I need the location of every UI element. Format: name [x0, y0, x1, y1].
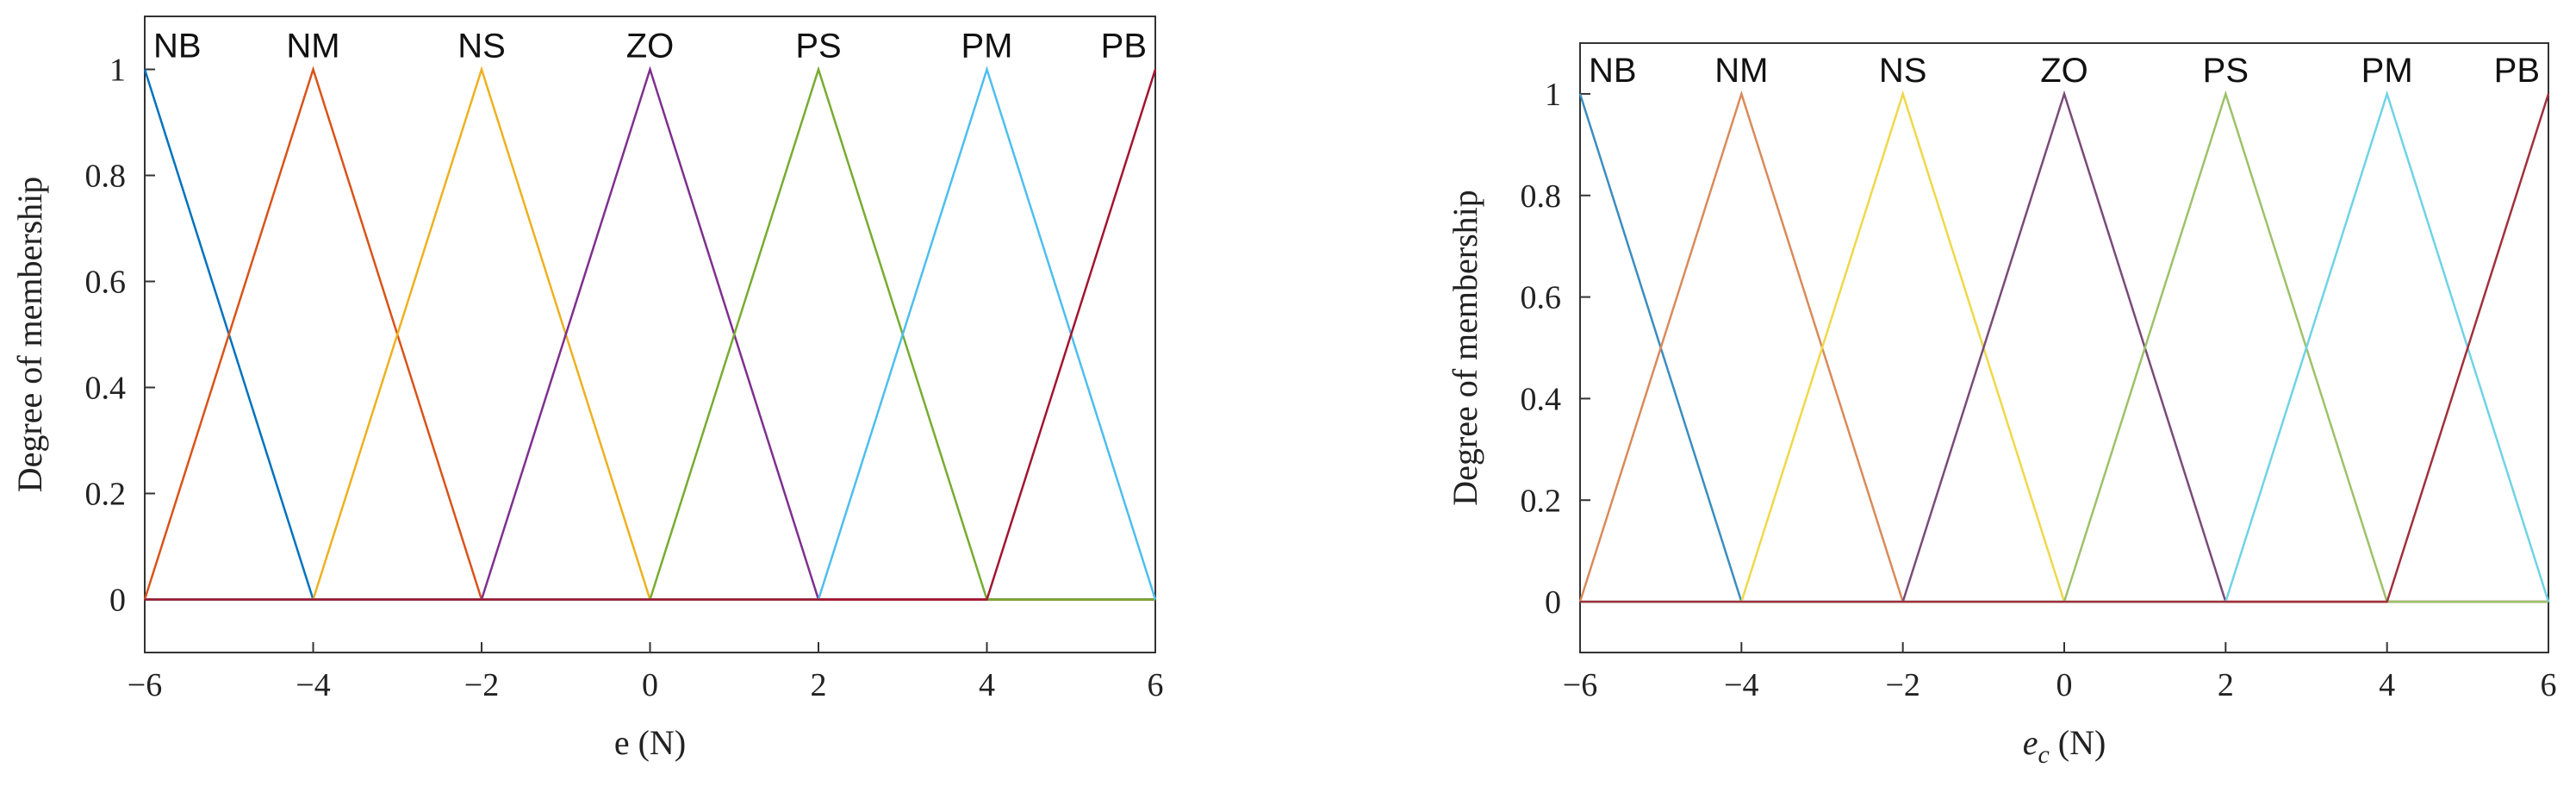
- series-label: ZO: [626, 28, 675, 66]
- y-tick-label: 0: [1545, 584, 1561, 621]
- chart: −6 −4 −2 0 2 4 6 0 0.2 0.4 0.6 0.8 1 NB NM NS ZO PS PM PB De…: [1446, 42, 2557, 769]
- membership-line: [145, 69, 1157, 601]
- series-label: PB: [1101, 28, 1147, 66]
- x-tick-label: −2: [1885, 667, 1920, 703]
- series-label: PM: [2361, 52, 2413, 90]
- y-axis-label: Degree of membership: [1446, 190, 1484, 506]
- membership-line: [1578, 90, 2548, 603]
- y-tick-label: 0.2: [85, 477, 127, 513]
- series-label: NS: [1879, 52, 1927, 90]
- x-axis-label-unit: (N): [2058, 723, 2106, 762]
- membership-line: [145, 66, 1155, 601]
- membership-line: [143, 66, 1155, 601]
- y-tick-label: 0.6: [1521, 280, 1562, 316]
- x-axis-label: ec (N): [2023, 723, 2106, 769]
- y-tick-label: 1: [109, 53, 126, 89]
- membership-line: [1580, 93, 2550, 603]
- membership-line: [1578, 93, 2548, 603]
- x-tick-label: −6: [128, 667, 162, 703]
- x-axis-label-sub: c: [2038, 740, 2049, 769]
- y-tick-label: 0.4: [1521, 381, 1562, 417]
- membership-line: [145, 66, 1157, 601]
- y-axis-label: Degree of membership: [10, 177, 49, 493]
- series-label: NM: [1714, 52, 1768, 90]
- x-tick-label: 2: [811, 667, 827, 703]
- y-tick-label: 0.8: [85, 159, 127, 195]
- chart: −6 −4 −2 0 2 4 6 0 0.2 0.4 0.6 0.8 1 NB NM NS ZO PS PM PB De…: [10, 16, 1164, 762]
- series-label: ZO: [2040, 52, 2088, 90]
- membership-line: [1580, 90, 2548, 603]
- x-axis-label: e (N): [614, 723, 686, 762]
- x-axis-label-main: e (N): [614, 723, 686, 762]
- series-label: NB: [1589, 52, 1637, 90]
- y-tick-label: 0.6: [85, 265, 127, 301]
- plot-frame: [1579, 42, 2549, 653]
- membership-line: [145, 66, 1155, 601]
- x-tick-label: 2: [2218, 667, 2234, 703]
- y-tick-label: 0: [109, 583, 126, 619]
- plot-frame: [144, 16, 1156, 653]
- x-tick-label: 6: [1148, 667, 1164, 703]
- x-tick-label: 0: [642, 667, 658, 703]
- series-label: NS: [457, 28, 506, 66]
- x-tick-label: 0: [2056, 667, 2073, 703]
- y-tick-label: 0.2: [1521, 483, 1562, 519]
- series-label: NM: [286, 28, 339, 66]
- series-label: PS: [795, 28, 841, 66]
- x-tick-label: −6: [1563, 667, 1597, 703]
- membership-line: [143, 69, 1155, 601]
- y-tick-label: 1: [1545, 77, 1561, 113]
- membership-line: [1580, 90, 2550, 603]
- series-label: PM: [961, 28, 1013, 66]
- x-tick-label: −2: [464, 667, 499, 703]
- x-tick-label: 6: [2541, 667, 2557, 703]
- series-label: NB: [153, 28, 202, 66]
- y-tick-label: 0.8: [1521, 178, 1562, 215]
- x-axis-label-main: e: [2023, 723, 2038, 762]
- series-label: PB: [2494, 52, 2540, 90]
- membership-line: [1580, 90, 2548, 603]
- x-tick-label: −4: [1724, 667, 1758, 703]
- membership-line: [1580, 90, 2548, 603]
- y-tick-label: 0.4: [85, 371, 127, 407]
- x-tick-label: 4: [2379, 667, 2395, 703]
- x-tick-label: −4: [296, 667, 330, 703]
- membership-line: [145, 66, 1155, 601]
- x-tick-label: 4: [979, 667, 995, 703]
- series-label: PS: [2203, 52, 2249, 90]
